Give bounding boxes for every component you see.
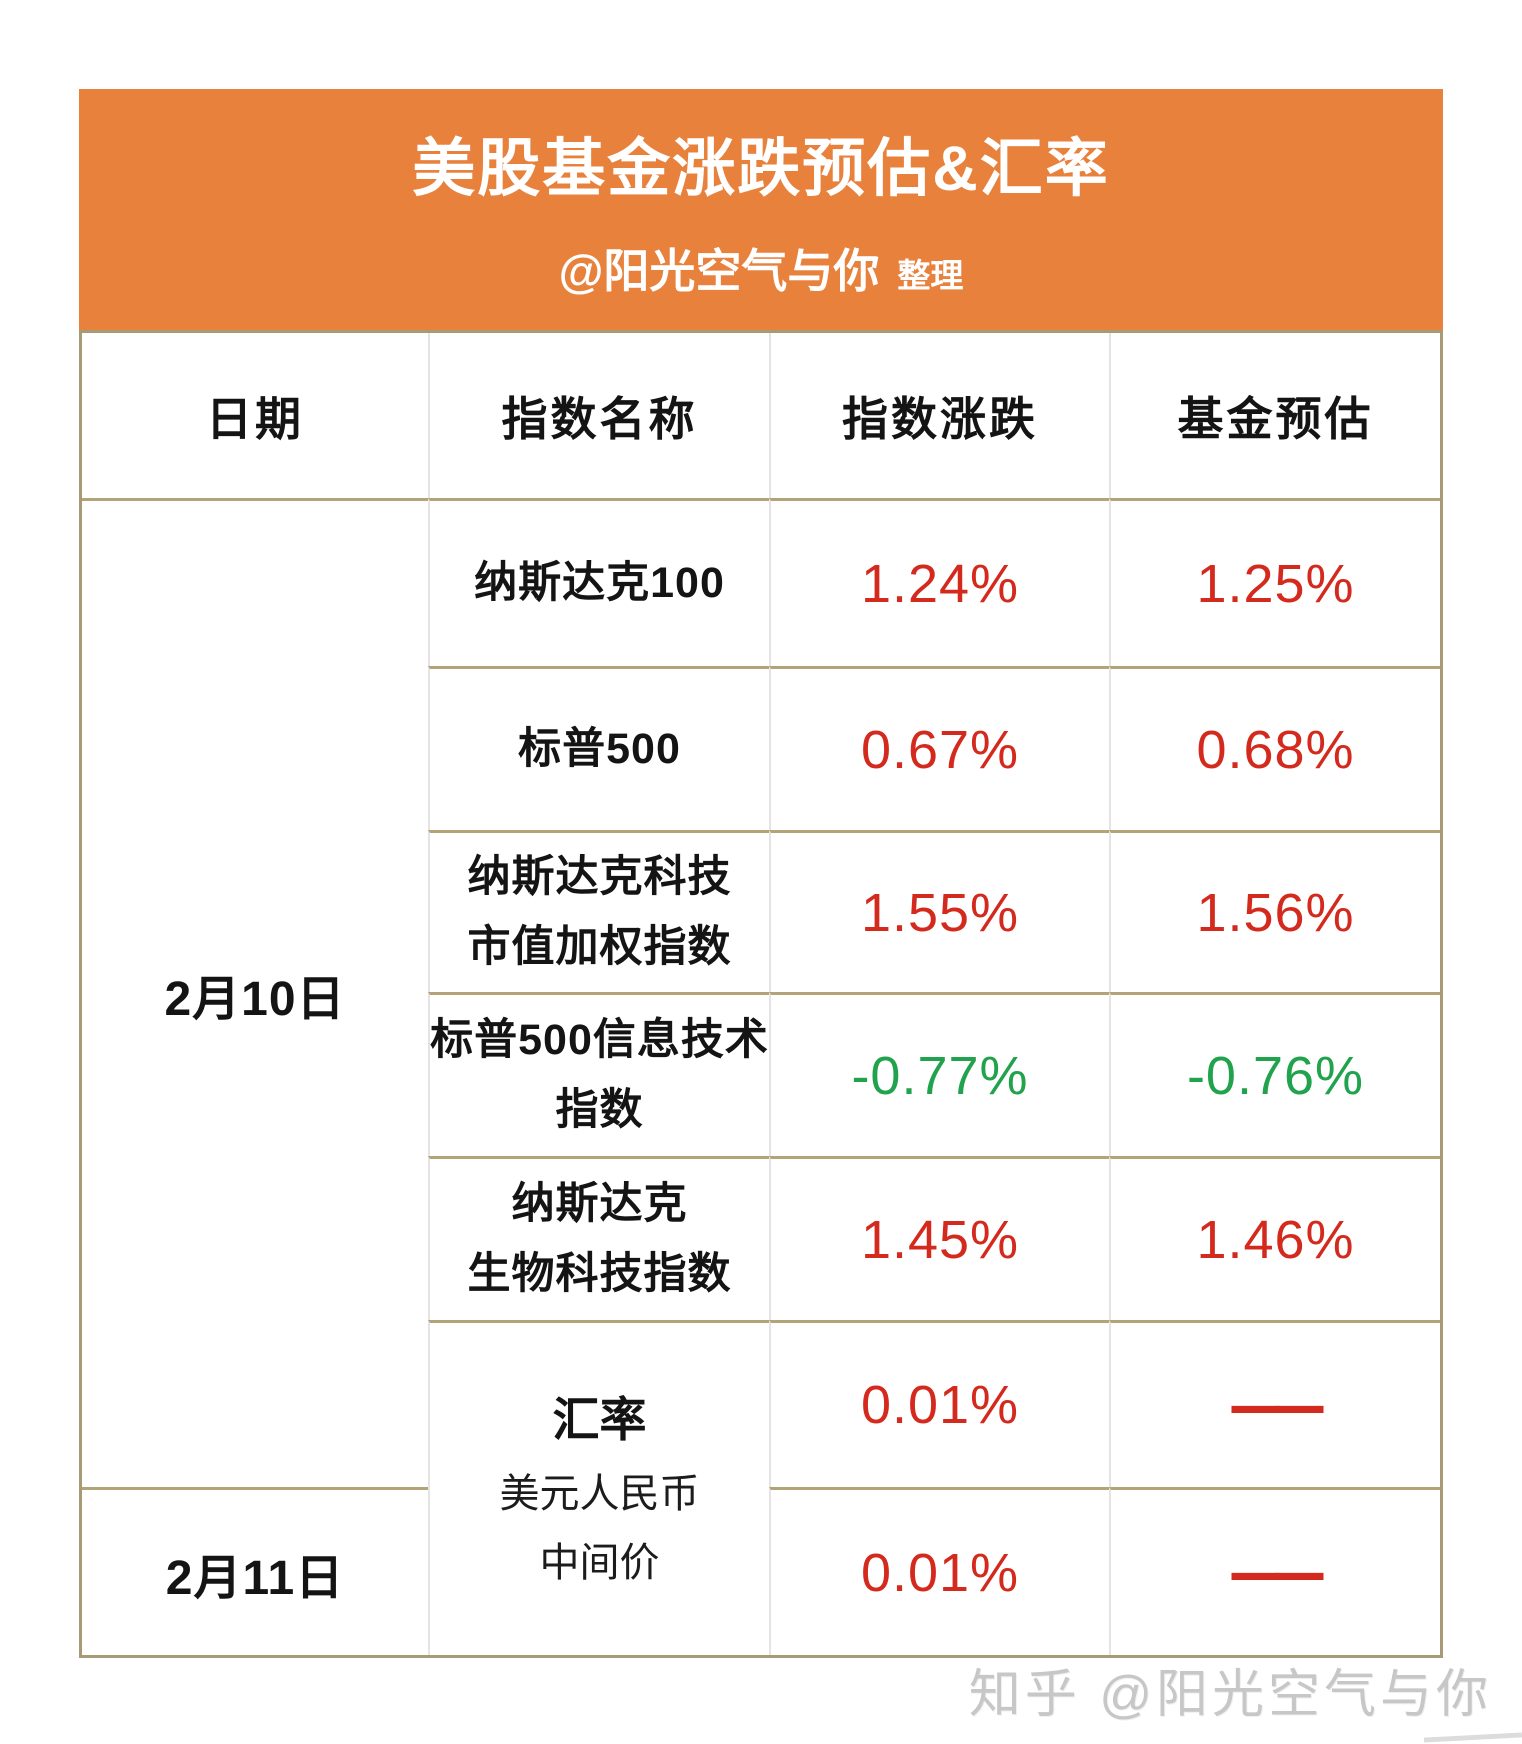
compiled-by-label: 整理 xyxy=(897,257,964,294)
page-title: 美股基金涨跌预估&汇率 xyxy=(412,134,1110,204)
index-change-value: 0.67% xyxy=(769,666,1109,830)
exchange-rate-title: 汇率 xyxy=(552,1392,647,1446)
rate-change-value: 0.01% xyxy=(769,1487,1109,1655)
date-cell-feb10: 2月10日 xyxy=(82,498,428,1487)
fund-estimate-value: -0.76% xyxy=(1109,992,1440,1156)
fund-estimate-dash-cell: —— xyxy=(1109,1487,1440,1655)
fund-estimate-dash-cell: —— xyxy=(1109,1320,1440,1487)
fund-estimate-value: 1.46% xyxy=(1109,1156,1440,1320)
rate-change-value: 0.01% xyxy=(769,1320,1109,1487)
banner-subtitle: @阳光空气与你 整理 xyxy=(559,235,964,301)
exchange-rate-line3: 中间价 xyxy=(539,1540,660,1585)
author-handle: @阳光空气与你 xyxy=(558,245,880,297)
index-name-line: 纳斯达克 xyxy=(511,1179,688,1228)
banner: 美股基金涨跌预估&汇率 @阳光空气与你 整理 xyxy=(79,89,1443,330)
index-name-nasdaq100: 纳斯达克100 xyxy=(428,498,769,666)
exchange-rate-line2: 美元人民币 xyxy=(499,1471,700,1516)
date-cell-feb11: 2月11日 xyxy=(82,1487,428,1655)
index-name-sp500-it: 标普500信息技术 指数 xyxy=(428,992,769,1156)
header-index-name: 指数名称 xyxy=(428,333,769,498)
fund-estimate-value: 0.68% xyxy=(1109,666,1440,830)
index-name-line: 市值加权指数 xyxy=(467,922,732,971)
fund-table: 日期 指数名称 指数涨跌 基金预估 2月10日 2月11日 纳斯达克100 标普… xyxy=(79,330,1443,1658)
header-index-change: 指数涨跌 xyxy=(769,333,1109,498)
zhihu-watermark: 知乎 @阳光空气与你 xyxy=(968,1666,1492,1724)
index-name-line: 纳斯达克100 xyxy=(474,558,725,607)
bottom-edge-artifact xyxy=(1423,1732,1522,1743)
index-change-value: -0.77% xyxy=(769,992,1109,1156)
index-change-value: 1.55% xyxy=(769,830,1109,992)
index-name-line: 标普500 xyxy=(518,724,681,773)
fund-estimate-value: 1.56% xyxy=(1109,830,1440,992)
no-estimate-dash: —— xyxy=(1231,1532,1324,1613)
header-fund-estimate: 基金预估 xyxy=(1109,333,1440,498)
index-name-line: 纳斯达克科技 xyxy=(467,852,732,901)
header-date: 日期 xyxy=(82,333,428,498)
index-name-line: 指数 xyxy=(555,1085,644,1134)
no-estimate-dash: —— xyxy=(1231,1365,1324,1445)
index-change-value: 1.45% xyxy=(769,1156,1109,1320)
index-name-line: 标普500信息技术 xyxy=(430,1015,769,1064)
exchange-rate-cell: 汇率 美元人民币 中间价 xyxy=(428,1320,769,1655)
index-name-nasdaq-biotech: 纳斯达克 生物科技指数 xyxy=(428,1156,769,1320)
index-name-line: 生物科技指数 xyxy=(467,1249,732,1298)
index-name-nasdaq-tech: 纳斯达克科技 市值加权指数 xyxy=(428,830,769,992)
index-change-value: 1.24% xyxy=(769,498,1109,666)
index-name-sp500: 标普500 xyxy=(428,666,769,830)
fund-estimate-value: 1.25% xyxy=(1109,498,1440,666)
